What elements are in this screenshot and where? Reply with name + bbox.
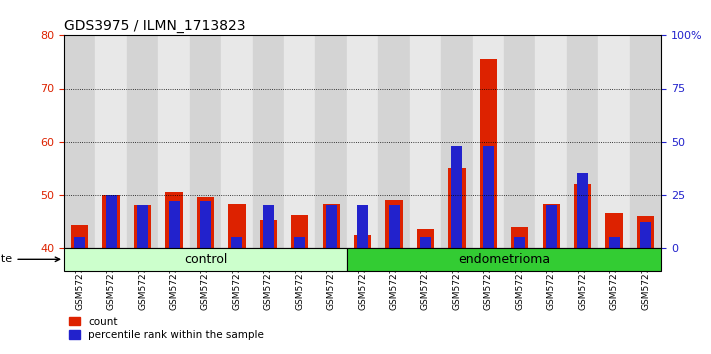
Bar <box>574 184 592 248</box>
Bar <box>169 201 179 248</box>
Bar <box>630 35 661 248</box>
Text: disease state: disease state <box>0 254 60 264</box>
Bar <box>221 35 252 248</box>
Bar <box>284 35 316 248</box>
Bar <box>514 237 525 248</box>
Bar <box>442 35 473 248</box>
Bar <box>291 215 309 248</box>
Bar <box>166 192 183 248</box>
Bar <box>388 205 400 248</box>
Bar <box>263 205 274 248</box>
Bar <box>480 59 497 248</box>
Bar <box>137 205 148 248</box>
Bar <box>606 213 623 248</box>
Text: control: control <box>183 253 227 266</box>
Bar <box>546 205 557 248</box>
Bar <box>71 225 88 248</box>
Bar <box>326 205 337 248</box>
Bar <box>567 35 599 248</box>
Bar <box>451 146 462 248</box>
Bar <box>95 35 127 248</box>
Bar <box>294 237 305 248</box>
Bar <box>410 35 442 248</box>
Bar <box>483 146 494 248</box>
Bar <box>190 35 221 248</box>
Legend: count, percentile rank within the sample: count, percentile rank within the sample <box>69 317 264 340</box>
Bar <box>511 227 528 248</box>
Bar <box>609 237 619 248</box>
Bar <box>106 195 117 248</box>
Bar <box>252 35 284 248</box>
Bar <box>378 35 410 248</box>
Bar <box>354 235 371 248</box>
Bar <box>197 198 214 248</box>
Bar <box>473 35 504 248</box>
Bar <box>577 173 588 248</box>
Bar <box>385 200 402 248</box>
Bar <box>347 35 378 248</box>
FancyBboxPatch shape <box>347 248 661 271</box>
Bar <box>640 222 651 248</box>
Bar <box>323 204 340 248</box>
Bar <box>420 237 431 248</box>
Bar <box>448 168 466 248</box>
Bar <box>357 205 368 248</box>
Bar <box>599 35 630 248</box>
Bar <box>200 201 211 248</box>
Bar <box>535 35 567 248</box>
Bar <box>231 237 242 248</box>
Bar <box>102 195 119 248</box>
Bar <box>316 35 347 248</box>
Bar <box>542 204 560 248</box>
Bar <box>64 35 95 248</box>
Bar <box>637 216 654 248</box>
Bar <box>504 35 535 248</box>
Text: GDS3975 / ILMN_1713823: GDS3975 / ILMN_1713823 <box>64 19 245 33</box>
Bar <box>417 229 434 248</box>
Bar <box>127 35 159 248</box>
Bar <box>159 35 190 248</box>
Bar <box>228 204 245 248</box>
Bar <box>134 205 151 248</box>
FancyBboxPatch shape <box>64 248 347 271</box>
Bar <box>74 237 85 248</box>
Bar <box>260 220 277 248</box>
Text: endometrioma: endometrioma <box>458 253 550 266</box>
